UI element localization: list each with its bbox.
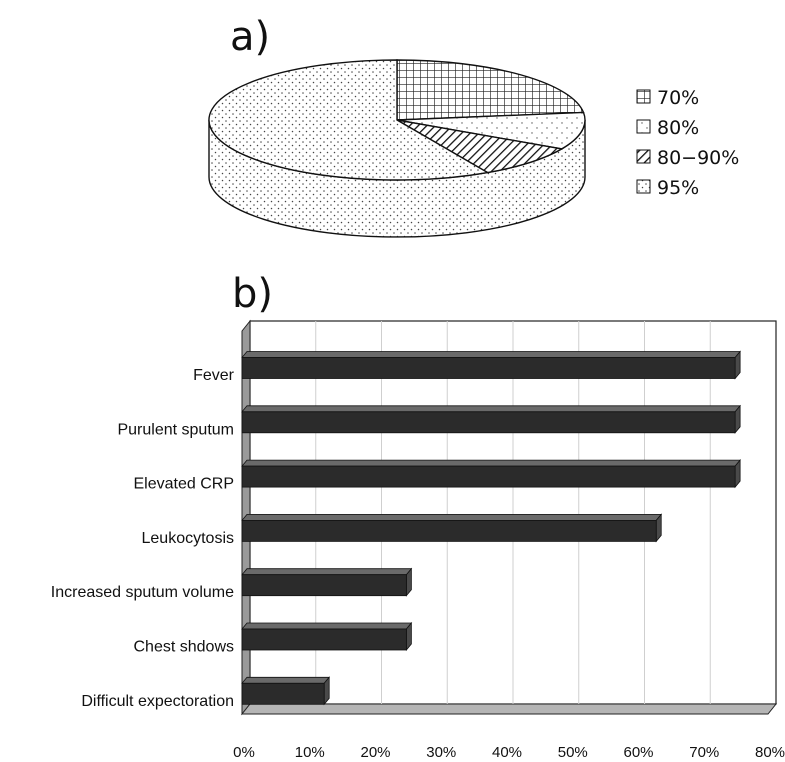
legend-swatch-95 [636,179,651,194]
category-label-fever: Fever [193,367,235,384]
x-tick-label: 70% [689,744,719,761]
legend-swatch-70 [636,89,651,104]
bar-fever [241,350,741,380]
category-labels: Fever Purulent sputum Elevated CRP Leukocyt… [51,367,235,710]
legend-label-70: 70% [657,87,699,109]
bar-difficult-expectoration [241,676,331,706]
x-tick-label: 20% [360,744,390,761]
legend-swatch-80 [636,119,651,134]
category-label-purulent-sputum: Purulent sputum [117,421,234,438]
plot-floor [240,703,778,715]
category-label-chest-shdows: Chest shdows [134,639,235,656]
bar-chart: Fever Purulent sputum Elevated CRP Leukocyt… [51,319,785,761]
x-tick-label: 0% [233,744,255,761]
x-tick-labels: 0% 10% 20% 30% 40% 50% 60% 70% 80% [233,744,785,761]
bar-chest-shdows [241,621,413,652]
bar-elevated-crp [241,458,741,489]
category-label-leukocytosis: Leukocytosis [142,530,235,547]
pie-slice-80-90 [396,119,564,174]
x-tick-label: 40% [492,744,522,761]
legend-swatch-80-90 [636,149,651,164]
bar-marks [241,350,741,706]
panel-b-label: b) [232,271,273,317]
pie-legend: 70% 80% 80−90% 95% [636,87,739,199]
category-label-increased-sputum-volume: Increased sputum volume [51,584,234,601]
pie-slice-70 [396,59,585,121]
bar-increased-sputum-volume [241,567,413,597]
pie-slice-95 [208,59,490,181]
x-tick-label: 80% [755,744,785,761]
panel-a-label: a) [230,14,270,60]
legend-label-95: 95% [657,177,699,199]
x-tick-label: 60% [623,744,653,761]
x-tick-label: 10% [295,744,325,761]
bar-leukocytosis [241,513,663,543]
category-label-elevated-crp: Elevated CRP [134,476,235,493]
legend-label-80: 80% [657,117,699,139]
pie-chart [208,59,586,238]
pie-slice-80 [396,111,586,150]
x-tick-label: 50% [558,744,588,761]
bar-purulent-sputum [241,404,741,434]
bar-gridlines [315,321,711,704]
legend-label-80-90: 80−90% [657,147,739,169]
category-label-difficult-expectoration: Difficult expectoration [81,693,234,710]
x-tick-label: 30% [426,744,456,761]
